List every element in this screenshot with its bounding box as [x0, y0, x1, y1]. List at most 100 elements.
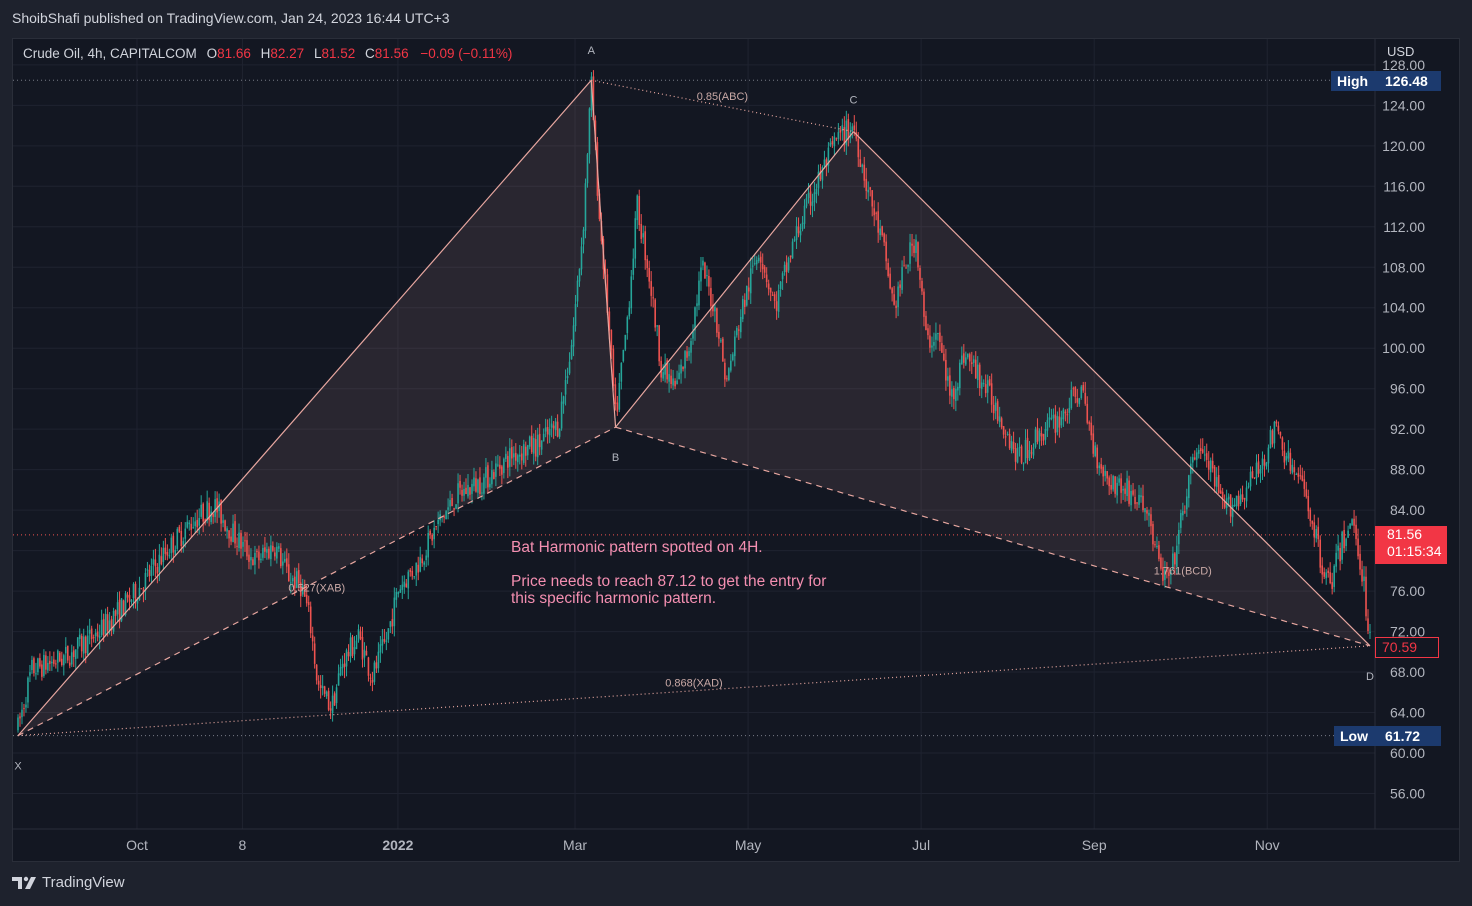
y-tick-label: 96.00 [1390, 381, 1425, 397]
candle-body [608, 311, 611, 331]
candle-body [130, 599, 133, 603]
low-value: 81.52 [321, 46, 356, 61]
candle-body [162, 547, 165, 563]
candle-body [1188, 475, 1190, 499]
candle-body [1269, 429, 1272, 448]
candle-body [590, 76, 593, 111]
candle-body [403, 581, 406, 587]
candle-body [375, 662, 378, 669]
candle-body [152, 559, 155, 565]
candle-body [986, 380, 989, 393]
candle-body [397, 592, 400, 595]
candle-body [686, 351, 688, 358]
candle-body [186, 521, 189, 528]
candle-body [714, 306, 716, 312]
candle-body [520, 453, 523, 461]
candle-body [449, 500, 451, 507]
candle-body [347, 651, 350, 657]
candle-body [272, 545, 274, 551]
candle-body [1070, 389, 1073, 409]
candle-body [200, 504, 202, 517]
candle-body [407, 571, 410, 589]
candle-body [536, 434, 539, 458]
candle-body [202, 503, 204, 522]
candle-body [287, 564, 290, 582]
publisher-line: ShoibShafi published on TradingView.com,… [12, 10, 450, 26]
candle-body [718, 331, 720, 339]
candle-body [17, 717, 19, 731]
candle-body [395, 591, 398, 600]
candle-body [100, 619, 103, 635]
footer-brand[interactable]: TradingView [12, 874, 125, 891]
candle-body [1271, 430, 1274, 445]
candle-body [905, 267, 907, 269]
annotation-note[interactable]: Bat Harmonic pattern spotted on 4H. Pric… [511, 539, 951, 607]
candle-body [616, 402, 619, 412]
candle-body [841, 125, 844, 131]
candle-body [495, 463, 497, 477]
high-tag-label: High [1337, 73, 1369, 89]
y-tick-label: 104.00 [1382, 300, 1425, 316]
candle-body [1064, 411, 1067, 414]
candle-body [1245, 487, 1248, 502]
candle-body [743, 299, 746, 307]
candle-body [168, 555, 171, 557]
candle-body [1184, 511, 1186, 513]
candle-body [262, 547, 264, 558]
candle-body [966, 353, 969, 358]
bar-countdown: 01:15:34 [1387, 543, 1442, 559]
candle-body [309, 606, 312, 634]
candle-body [96, 631, 99, 637]
candle-body [964, 357, 967, 365]
candle-body [327, 690, 330, 710]
candle-body [359, 631, 362, 639]
candle-body [1052, 414, 1055, 419]
candle-body [1251, 470, 1254, 478]
candle-body [148, 570, 151, 577]
candle-body [911, 243, 913, 246]
chart-canvas[interactable]: 56.0060.0064.0068.0072.0076.0080.0084.00… [13, 39, 1459, 861]
candle-body [284, 558, 286, 562]
candle-body [88, 629, 91, 634]
candle-body [1307, 496, 1310, 512]
candle-body [1343, 529, 1345, 549]
candle-body [182, 541, 185, 545]
candle-body [64, 647, 67, 654]
candle-body [712, 304, 714, 312]
candle-body [228, 530, 230, 539]
annotation-line-2: Price needs to reach 87.12 to get the en… [511, 573, 827, 590]
candle-body [1074, 387, 1077, 397]
candle-body [1174, 553, 1176, 565]
candle-body [319, 685, 322, 689]
candle-body [1012, 442, 1015, 449]
candle-body [150, 565, 153, 576]
candle-body [730, 360, 732, 371]
candle-body [230, 536, 232, 542]
candle-body [702, 260, 704, 266]
candle-body [676, 380, 678, 385]
symbol-label[interactable]: Crude Oil, 4h, CAPITALCOM [23, 46, 197, 61]
candle-body [353, 647, 356, 655]
candle-body [867, 189, 870, 193]
candle-body [588, 108, 591, 155]
candle-body [1018, 447, 1021, 449]
candle-body [759, 256, 762, 263]
candle-body [839, 130, 842, 133]
candle-body [1024, 439, 1027, 464]
candle-body [634, 218, 637, 259]
candle-body [548, 428, 551, 436]
candle-body [512, 453, 515, 458]
candle-body [568, 361, 571, 374]
candle-body [1100, 464, 1102, 469]
candle-body [696, 303, 698, 306]
chart-pane[interactable]: 56.0060.0064.0068.0072.0076.0080.0084.00… [12, 38, 1460, 862]
candle-body [224, 520, 226, 531]
pattern-point-c: C [850, 95, 858, 107]
currency-label[interactable]: USD [1387, 44, 1415, 59]
candle-body [823, 159, 826, 167]
candle-body [47, 662, 49, 671]
candle-body [1160, 557, 1162, 569]
candle-body [429, 530, 431, 535]
candle-body [1044, 428, 1047, 440]
candle-body [825, 159, 828, 167]
